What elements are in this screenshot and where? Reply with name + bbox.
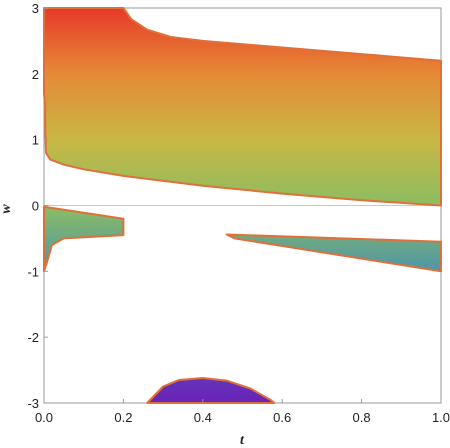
x-axis: 0.0 0.2 0.4 0.6 0.8 1.0 — [35, 399, 450, 425]
x-tick-label: 1.0 — [432, 410, 450, 425]
y-tick-label: -2 — [27, 330, 39, 345]
x-tick-label: 0.2 — [114, 410, 132, 425]
region-3 — [225, 233, 442, 273]
x-tick-label: 0.4 — [194, 410, 212, 425]
y-tick-label: 0 — [32, 199, 39, 214]
regions — [43, 7, 442, 404]
region-2 — [43, 205, 125, 273]
y-tick-label: -3 — [27, 396, 39, 411]
y-tick-label: 2 — [32, 67, 39, 82]
region-4 — [146, 377, 276, 404]
y-tick-label: 1 — [32, 133, 39, 148]
x-tick-label: 0.6 — [273, 410, 291, 425]
y-tick-label: 3 — [32, 1, 39, 16]
x-axis-label: t — [240, 433, 245, 448]
x-tick-label: 0.0 — [35, 410, 53, 425]
x-tick-label: 0.8 — [353, 410, 371, 425]
y-tick-label: -1 — [27, 264, 39, 279]
y-axis: -3 -2 -1 0 1 2 3 — [27, 1, 48, 411]
y-axis-label: w — [0, 204, 14, 214]
region-1 — [43, 7, 442, 207]
